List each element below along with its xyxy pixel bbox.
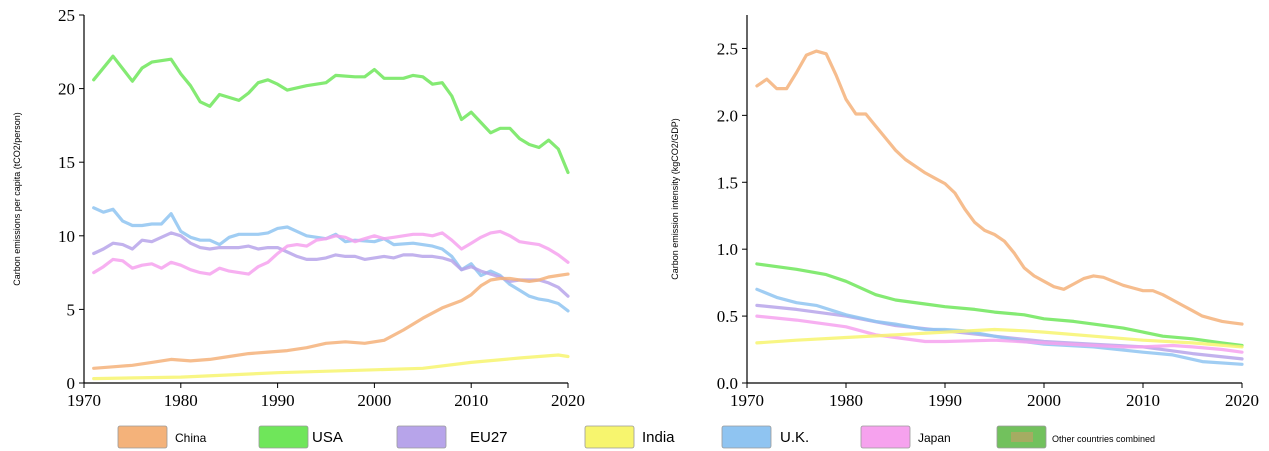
legend-swatch-india [584,425,635,449]
right-series-u-k [755,287,1244,366]
left-series-japan [92,229,570,276]
legend-swatch-inner-mark [1011,432,1033,442]
left-y-tick-label: 15 [58,153,75,172]
left-x-tick-label: 2020 [551,391,585,410]
left-series-eu27 [92,231,570,298]
legend-label-usa: USA [312,429,343,446]
legend-swatch-usa [258,425,309,449]
left-series-u-k [92,206,570,313]
right-x-tick-label: 2020 [1225,391,1259,410]
per-capita-chart: 1970 1980 1990 2000 2010 2020 0 5 10 15 20 25 Carbon… [12,6,585,410]
legend-label-japan: Japan [918,431,951,445]
right-y-tick-label: 2.5 [717,39,738,58]
left-x-tick-label: 1970 [67,391,101,410]
right-y-tick-label: 0.5 [717,307,738,326]
legend-swatch-eu27 [396,425,447,449]
legend-label-india: India [642,429,675,446]
right-y-axis-label: Carbon emission intensity (kgCO2/GDP) [670,118,680,280]
right-y-tick-label: 0.0 [717,374,738,393]
legend: China USA EU27 India U.K. Japan Other countrie… [117,425,1155,449]
right-x-tick-label: 2010 [1126,391,1160,410]
left-y-tick-label: 0 [67,374,76,393]
left-y-tick-label: 5 [67,300,76,319]
legend-swatch-china [117,425,168,449]
left-y-axis-label: Carbon emissions per capita (tCO2/person… [12,112,22,286]
left-series-india [92,353,570,381]
left-series-usa [92,54,570,175]
legend-label-china: China [175,431,207,445]
right-y-tick-label: 2.0 [717,106,738,125]
right-y-tick-label: 1.5 [717,173,738,192]
legend-swatch-japan [860,425,911,449]
left-x-tick-label: 2000 [357,391,391,410]
right-series-china [755,49,1244,326]
left-x-tick-label: 1990 [261,391,295,410]
right-x-tick-label: 1970 [730,391,764,410]
right-series-usa [755,262,1244,348]
left-y-tick-label: 25 [58,6,75,25]
left-x-tick-label: 2010 [454,391,488,410]
left-y-tick-label: 20 [58,80,75,99]
legend-swatch-u-k [721,425,772,449]
right-x-tick-label: 1990 [928,391,962,410]
right-series-japan [755,314,1244,354]
right-series-india [755,327,1244,349]
legend-label-u-k: U.K. [780,429,809,446]
legend-label-eu27: EU27 [470,429,508,446]
legend-label-other-countries-combined: Other countries combined [1052,434,1155,444]
left-x-tick-label: 1980 [164,391,198,410]
left-series-china [92,272,570,370]
right-x-tick-label: 2000 [1027,391,1061,410]
right-y-tick-label: 1.0 [717,240,738,259]
left-y-tick-label: 10 [58,227,75,246]
right-x-tick-label: 1980 [829,391,863,410]
intensity-chart: 1970 1980 1990 2000 2010 2020 0.0 0.5 1.0 1.5 2.0 2… [670,15,1259,410]
